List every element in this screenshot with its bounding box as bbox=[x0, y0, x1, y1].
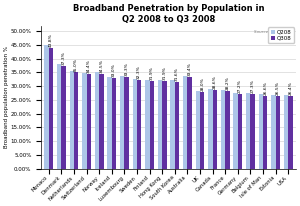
Bar bbox=[107, 77, 112, 169]
Bar bbox=[183, 76, 188, 169]
Bar bbox=[196, 91, 200, 169]
Bar bbox=[61, 66, 66, 169]
Text: 32.3%: 32.3% bbox=[137, 65, 141, 79]
Bar bbox=[44, 45, 49, 169]
Bar bbox=[170, 81, 175, 169]
Bar bbox=[57, 64, 61, 169]
Bar bbox=[276, 96, 280, 169]
Bar bbox=[213, 90, 217, 169]
Text: 28.0%: 28.0% bbox=[200, 77, 204, 91]
Text: 33.0%: 33.0% bbox=[112, 63, 116, 77]
Text: 34.5%: 34.5% bbox=[99, 59, 104, 73]
Bar bbox=[284, 95, 288, 169]
Y-axis label: Broadband population penetration %: Broadband population penetration % bbox=[4, 46, 9, 148]
Bar bbox=[188, 77, 192, 169]
Bar bbox=[250, 94, 255, 169]
Bar bbox=[271, 95, 276, 169]
Bar bbox=[95, 73, 99, 169]
Bar bbox=[246, 92, 250, 169]
Legend: Q208, Q308: Q208, Q308 bbox=[268, 27, 294, 43]
Bar bbox=[112, 78, 116, 169]
Text: 35.0%: 35.0% bbox=[74, 58, 78, 72]
Bar bbox=[145, 80, 150, 169]
Bar bbox=[70, 71, 74, 169]
Bar bbox=[158, 80, 162, 169]
Bar bbox=[221, 90, 225, 169]
Text: 33.3%: 33.3% bbox=[124, 63, 129, 76]
Bar bbox=[233, 93, 238, 169]
Text: 37.3%: 37.3% bbox=[61, 52, 65, 65]
Bar bbox=[259, 95, 263, 169]
Bar bbox=[86, 74, 91, 169]
Text: 26.4%: 26.4% bbox=[289, 82, 292, 95]
Bar bbox=[74, 73, 78, 169]
Text: 33.4%: 33.4% bbox=[188, 62, 192, 76]
Bar bbox=[200, 92, 204, 169]
Bar bbox=[82, 73, 86, 169]
Bar bbox=[208, 89, 213, 169]
Text: 26.5%: 26.5% bbox=[276, 81, 280, 95]
Text: 26.6%: 26.6% bbox=[263, 81, 267, 95]
Bar bbox=[150, 81, 154, 169]
Bar bbox=[124, 77, 129, 169]
Text: 28.6%: 28.6% bbox=[213, 76, 217, 89]
Text: 31.6%: 31.6% bbox=[175, 67, 179, 81]
Text: 43.8%: 43.8% bbox=[49, 34, 53, 47]
Bar bbox=[263, 96, 268, 169]
Text: 28.2%: 28.2% bbox=[225, 77, 230, 90]
Bar bbox=[162, 81, 167, 169]
Bar bbox=[238, 94, 242, 169]
Bar bbox=[175, 82, 179, 169]
Bar bbox=[49, 48, 53, 169]
Text: 27.3%: 27.3% bbox=[251, 79, 255, 93]
Title: Broadband Penetration by Population in
Q2 2008 to Q3 2008: Broadband Penetration by Population in Q… bbox=[73, 4, 264, 23]
Bar bbox=[288, 96, 293, 169]
Bar bbox=[99, 74, 103, 169]
Text: 34.4%: 34.4% bbox=[87, 60, 91, 73]
Text: 31.9%: 31.9% bbox=[150, 66, 154, 80]
Text: Source: Point Topic: Source: Point Topic bbox=[254, 30, 293, 34]
Bar bbox=[137, 80, 141, 169]
Bar bbox=[225, 91, 230, 169]
Bar bbox=[120, 76, 124, 169]
Text: 27.2%: 27.2% bbox=[238, 79, 242, 93]
Text: 31.9%: 31.9% bbox=[162, 66, 167, 80]
Bar bbox=[133, 79, 137, 169]
